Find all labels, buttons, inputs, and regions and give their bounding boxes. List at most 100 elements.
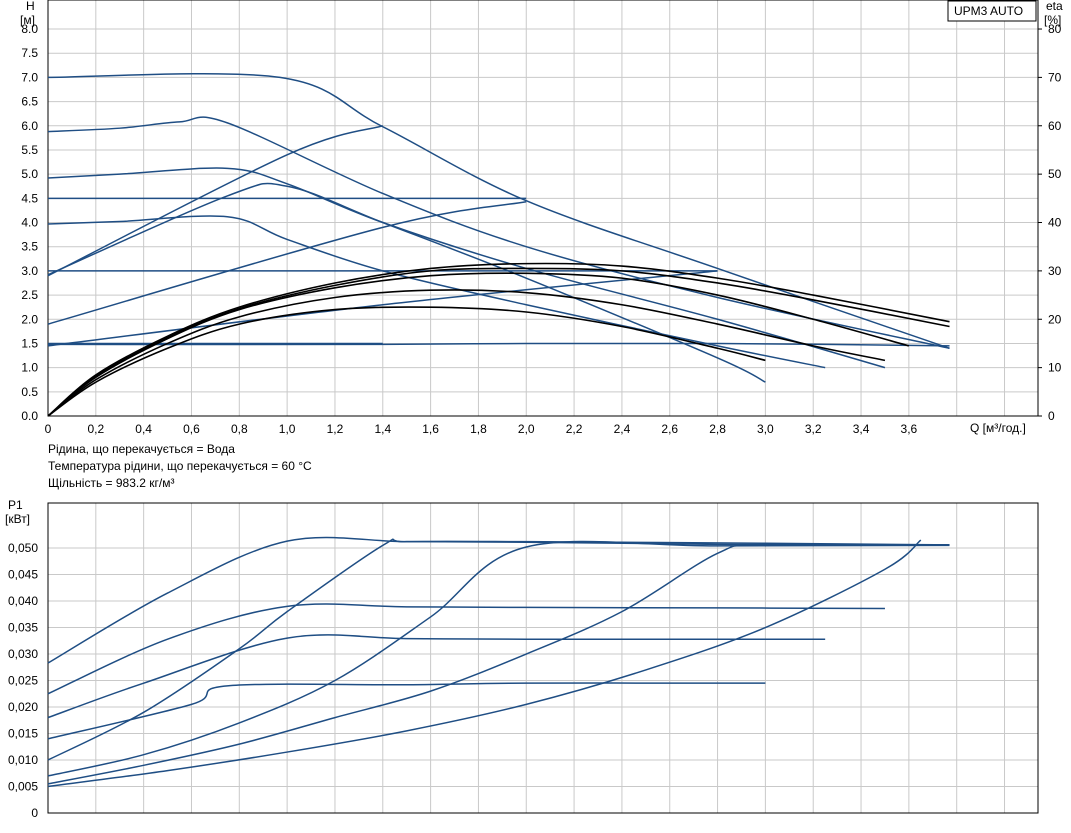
head-chart-frame <box>47 0 1039 417</box>
efficiency-curve <box>47 267 950 417</box>
x-tick-label: 0,6 <box>183 422 200 436</box>
head-chart-series <box>47 73 950 417</box>
x-tick-label: 2,8 <box>709 422 726 436</box>
power-curve <box>47 634 826 719</box>
x-tick-label: 0,4 <box>135 422 152 436</box>
y2-tick-label: 0 <box>1048 409 1055 423</box>
power-y-tick-label: 0,035 <box>8 621 38 635</box>
product-label: UPM3 AUTO <box>954 4 1023 18</box>
power-chart-y-ticks: 0 0,005 0,010 0,015 0,020 0,025 0,030 0,035 0,04… <box>8 541 38 820</box>
y-tick-label: 6.5 <box>21 95 38 109</box>
power-y-tick-label: 0,030 <box>8 647 38 661</box>
power-y-tick-label: 0,045 <box>8 568 38 582</box>
x-tick-label: 3,6 <box>901 422 918 436</box>
y2-axis-label-eta: eta <box>1046 0 1063 13</box>
efficiency-curve <box>47 272 910 417</box>
y-tick-label: 5.5 <box>21 143 38 157</box>
y-axis-label-h: H <box>26 0 35 13</box>
head-chart-x-ticks: 0 0,2 0,4 0,6 0,8 1,0 1,2 1,4 1,6 1,8 2,0 2,2 2,4 2,6… <box>45 422 918 436</box>
y-axis-unit-h: [м] <box>20 13 35 27</box>
y-tick-label: 4.5 <box>21 191 38 205</box>
y-tick-label: 3.0 <box>21 264 38 278</box>
head-chart: 0.0 0.5 1.0 1.5 2.0 2.5 3.0 3.5 4.0 4.5 5.0 5.5 6.0 6… <box>20 0 1063 436</box>
y2-tick-label: 50 <box>1048 167 1062 181</box>
x-tick-label: 2,4 <box>614 422 631 436</box>
y-tick-label: 5.0 <box>21 167 38 181</box>
x-tick-label: 0 <box>45 422 52 436</box>
y2-tick-label: 30 <box>1048 264 1062 278</box>
x-tick-label: 2,2 <box>566 422 583 436</box>
y-tick-label: 8.0 <box>21 22 38 36</box>
power-curve <box>47 539 922 788</box>
y-tick-label: 4.0 <box>21 216 38 230</box>
info-line-temperature: Температура рідини, що перекачується = 6… <box>48 459 312 473</box>
info-line-fluid: Рідина, що перекачується = Вода <box>48 442 235 456</box>
power-chart-frame <box>47 502 1039 814</box>
x-tick-label: 1,0 <box>279 422 296 436</box>
head-curve <box>47 215 826 369</box>
y-tick-label: 1.0 <box>21 361 38 375</box>
x-tick-label: 0,8 <box>231 422 248 436</box>
efficiency-curve <box>47 306 766 417</box>
y2-tick-label: 70 <box>1048 70 1062 84</box>
x-tick-label: 1,6 <box>422 422 439 436</box>
power-y-tick-label: 0,025 <box>8 674 38 688</box>
power-curve <box>47 543 950 785</box>
y-tick-label: 7.0 <box>21 70 38 84</box>
head-curve <box>47 200 527 325</box>
y-tick-label: 7.5 <box>21 46 38 60</box>
power-chart: 0 0,005 0,010 0,015 0,020 0,025 0,030 0,035 0,04… <box>5 498 1039 820</box>
product-label-box <box>947 0 1037 22</box>
y-tick-label: 3.5 <box>21 240 38 254</box>
y-tick-label: 0.5 <box>21 385 38 399</box>
y2-tick-label: 40 <box>1048 216 1062 230</box>
efficiency-curve <box>47 289 886 417</box>
x-tick-label: 0,2 <box>87 422 104 436</box>
y-axis-unit-p1: [кВт] <box>5 512 30 526</box>
power-curve <box>47 536 950 664</box>
head-curve <box>47 73 950 349</box>
power-curve <box>47 603 885 695</box>
power-curve <box>47 538 950 761</box>
power-curve <box>47 682 766 740</box>
power-y-tick-label: 0,015 <box>8 727 38 741</box>
x-tick-label: 1,4 <box>374 422 391 436</box>
power-y-tick-label: 0 <box>31 806 38 820</box>
x-tick-label: 1,2 <box>327 422 344 436</box>
y2-tick-label: 20 <box>1048 312 1062 326</box>
info-line-density: Щільність = 983.2 кг/м³ <box>48 476 175 490</box>
power-y-tick-label: 0,020 <box>8 700 38 714</box>
x-tick-label: 3,0 <box>757 422 774 436</box>
x-tick-label: 3,2 <box>805 422 822 436</box>
x-tick-label: 2,6 <box>661 422 678 436</box>
x-tick-label: 3,4 <box>853 422 870 436</box>
power-curve <box>47 540 950 777</box>
power-y-tick-label: 0,050 <box>8 541 38 555</box>
head-curve <box>47 270 718 347</box>
head-chart-y-ticks: 0.0 0.5 1.0 1.5 2.0 2.5 3.0 3.5 4.0 4.5 5.0 5.5 6.0 6… <box>21 22 38 423</box>
head-curve <box>47 125 384 277</box>
x-tick-label: 2,0 <box>518 422 535 436</box>
fluid-info: Рідина, що перекачується = Вода Температ… <box>48 441 312 492</box>
y2-tick-label: 10 <box>1048 361 1062 375</box>
y-tick-label: 6.0 <box>21 119 38 133</box>
y-tick-label: 2.0 <box>21 312 38 326</box>
efficiency-curve <box>47 262 950 417</box>
head-curve <box>47 182 766 383</box>
power-y-tick-label: 0,005 <box>8 780 38 794</box>
x-tick-label: 1,8 <box>470 422 487 436</box>
power-chart-series <box>47 536 950 788</box>
head-curve <box>47 116 950 350</box>
power-y-tick-label: 0,010 <box>8 753 38 767</box>
y-tick-label: 2.5 <box>21 288 38 302</box>
y-axis-label-p1: P1 <box>8 498 23 512</box>
x-axis-label-q: Q [м³/год.] <box>970 421 1026 435</box>
y2-tick-label: 60 <box>1048 119 1062 133</box>
y2-axis-unit-eta: [%] <box>1044 13 1061 27</box>
head-chart-y2-ticks: 0 10 20 30 40 50 60 70 80 <box>1038 22 1062 423</box>
y-tick-label: 0.0 <box>21 409 38 423</box>
power-y-tick-label: 0,040 <box>8 594 38 608</box>
y2-tick-label: 80 <box>1048 22 1062 36</box>
y-tick-label: 1.5 <box>21 336 38 350</box>
